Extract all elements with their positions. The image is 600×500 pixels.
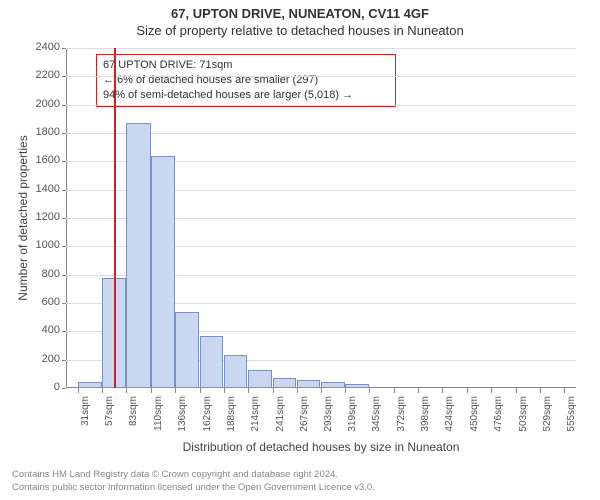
- ytick-mark: [62, 275, 66, 276]
- xtick-mark: [248, 388, 249, 393]
- ytick-label: 2000: [20, 98, 60, 110]
- xtick-label: 319sqm: [347, 396, 358, 446]
- gridline: [66, 105, 576, 106]
- xtick-mark: [491, 388, 492, 393]
- page-title: 67, UPTON DRIVE, NUNEATON, CV11 4GF: [0, 0, 600, 21]
- histogram-bar: [126, 123, 151, 388]
- annotation-box: 67 UPTON DRIVE: 71sqm ← 6% of detached h…: [96, 54, 396, 107]
- xtick-mark: [321, 388, 322, 393]
- ytick-mark: [62, 246, 66, 247]
- gridline: [66, 48, 576, 49]
- histogram-bar: [175, 312, 199, 389]
- xtick-mark: [540, 388, 541, 393]
- ytick-mark: [62, 388, 66, 389]
- xtick-label: 555sqm: [566, 396, 577, 446]
- xtick-mark: [102, 388, 103, 393]
- xtick-mark: [369, 388, 370, 393]
- xtick-label: 188sqm: [226, 396, 237, 446]
- xtick-mark: [442, 388, 443, 393]
- ytick-label: 2400: [20, 41, 60, 53]
- ytick-label: 200: [20, 353, 60, 365]
- histogram-bar: [297, 380, 321, 388]
- ytick-mark: [62, 331, 66, 332]
- annotation-line2: ← 6% of detached houses are smaller (297…: [103, 73, 389, 88]
- xtick-label: 57sqm: [104, 396, 115, 446]
- marker-line: [114, 48, 116, 388]
- xtick-label: 503sqm: [518, 396, 529, 446]
- xtick-label: 214sqm: [250, 396, 261, 446]
- xtick-label: 293sqm: [323, 396, 334, 446]
- ytick-mark: [62, 190, 66, 191]
- gridline: [66, 76, 576, 77]
- ytick-label: 2200: [20, 69, 60, 81]
- xtick-mark: [273, 388, 274, 393]
- ytick-mark: [62, 218, 66, 219]
- histogram-bar: [345, 384, 369, 388]
- xtick-mark: [297, 388, 298, 393]
- xtick-mark: [151, 388, 152, 393]
- xtick-mark: [394, 388, 395, 393]
- page-subtitle: Size of property relative to detached ho…: [0, 21, 600, 38]
- xtick-label: 345sqm: [371, 396, 382, 446]
- histogram-bar: [200, 336, 224, 388]
- xtick-mark: [467, 388, 468, 393]
- xtick-mark: [345, 388, 346, 393]
- xtick-label: 83sqm: [128, 396, 139, 446]
- xtick-label: 529sqm: [542, 396, 553, 446]
- xtick-label: 424sqm: [444, 396, 455, 446]
- chart: 67 UPTON DRIVE: 71sqm ← 6% of detached h…: [66, 48, 576, 414]
- ytick-mark: [62, 303, 66, 304]
- y-axis-label: Number of detached properties: [16, 128, 30, 308]
- histogram-bar: [151, 156, 175, 388]
- xtick-label: 162sqm: [202, 396, 213, 446]
- xtick-label: 31sqm: [80, 396, 91, 446]
- footer-line2: Contains public sector information licen…: [12, 482, 588, 494]
- ytick-label: 400: [20, 324, 60, 336]
- xtick-mark: [564, 388, 565, 393]
- ytick-mark: [62, 48, 66, 49]
- xtick-mark: [78, 388, 79, 393]
- xtick-label: 110sqm: [153, 396, 164, 446]
- xtick-label: 450sqm: [469, 396, 480, 446]
- ytick-mark: [62, 76, 66, 77]
- footer-line1: Contains HM Land Registry data © Crown c…: [12, 469, 588, 481]
- xtick-mark: [516, 388, 517, 393]
- annotation-line1: 67 UPTON DRIVE: 71sqm: [103, 58, 389, 73]
- ytick-label: 0: [20, 381, 60, 393]
- xtick-label: 398sqm: [420, 396, 431, 446]
- ytick-mark: [62, 161, 66, 162]
- ytick-mark: [62, 360, 66, 361]
- xtick-mark: [224, 388, 225, 393]
- xtick-label: 372sqm: [396, 396, 407, 446]
- xtick-mark: [175, 388, 176, 393]
- xtick-label: 241sqm: [275, 396, 286, 446]
- ytick-mark: [62, 105, 66, 106]
- histogram-bar: [224, 355, 248, 388]
- x-axis-label: Distribution of detached houses by size …: [66, 440, 576, 454]
- xtick-mark: [126, 388, 127, 393]
- xtick-label: 136sqm: [177, 396, 188, 446]
- annotation-line3: 94% of semi-detached houses are larger (…: [103, 88, 389, 103]
- histogram-bar: [248, 370, 273, 388]
- xtick-label: 267sqm: [299, 396, 310, 446]
- xtick-mark: [200, 388, 201, 393]
- footer: Contains HM Land Registry data © Crown c…: [12, 469, 588, 494]
- plot-area: 67 UPTON DRIVE: 71sqm ← 6% of detached h…: [66, 48, 576, 388]
- ytick-mark: [62, 133, 66, 134]
- xtick-label: 476sqm: [493, 396, 504, 446]
- xtick-mark: [418, 388, 419, 393]
- histogram-bar: [321, 382, 345, 388]
- histogram-bar: [78, 382, 102, 388]
- histogram-bar: [273, 378, 297, 388]
